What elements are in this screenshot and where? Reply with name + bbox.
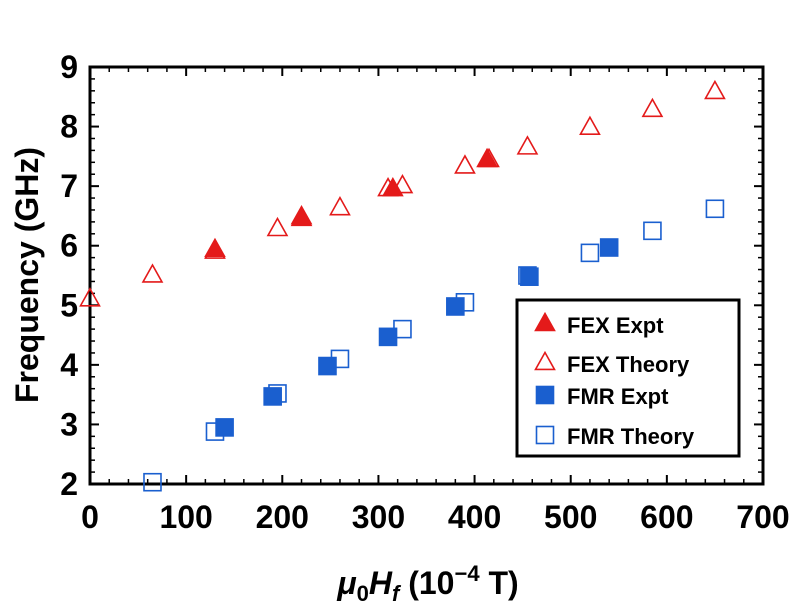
fex-theory-point: [454, 154, 476, 174]
fex-expt-point: [476, 147, 498, 168]
x-tick-label: 500: [544, 499, 597, 535]
y-tick-label: 7: [60, 168, 78, 204]
fex-expt-point: [381, 176, 404, 197]
fex-theory-point: [79, 287, 101, 307]
fex-theory-point: [266, 216, 289, 237]
fex-expt-point: [204, 237, 226, 258]
legend: FEX Expt FEX Theory FMR Expt FMR Theory: [515, 298, 741, 458]
fmr-expt-point: [446, 297, 465, 316]
fmr-expt-point: [378, 327, 398, 347]
fex-theory-point: [704, 79, 726, 100]
fex-theory-point: [641, 97, 664, 118]
fmr-theory-point: [580, 243, 600, 263]
x-tick-label: 100: [159, 499, 212, 535]
plot-frame: [88, 65, 765, 486]
x-tick-label: 700: [736, 499, 789, 535]
minor-ticks: [90, 67, 763, 484]
fmr-expt-point: [263, 387, 282, 406]
y-tick-label: 2: [60, 466, 78, 502]
fmr-theory-point: [143, 472, 162, 492]
fmr-theory-point: [643, 221, 662, 241]
x-axis-ticks: 0 100 200 300 400 500 600 700: [81, 67, 790, 535]
y-tick-label: 4: [60, 347, 78, 383]
legend-label-fmr-theory: FMR Theory: [567, 424, 695, 449]
x-label-paren-close: T): [480, 565, 519, 601]
legend-label-fex-expt: FEX Expt: [567, 313, 664, 338]
y-tick-label: 6: [60, 228, 78, 264]
x-label-exponent: −4: [454, 561, 480, 586]
fmr-expt-point: [520, 267, 539, 286]
legend-label-fmr-expt: FMR Expt: [567, 384, 669, 409]
fmr-expt-point: [599, 238, 619, 257]
x-tick-label: 300: [352, 499, 405, 535]
x-axis-label: μ0Hf (10−4 T): [336, 561, 518, 604]
y-tick-label: 9: [60, 49, 78, 85]
legend-marker-fmr-expt: [535, 385, 555, 405]
legend-marker-fex-expt: [534, 311, 556, 332]
fex-expt-point: [290, 206, 313, 227]
y-tick-label: 5: [60, 287, 78, 323]
y-tick-label: 8: [60, 109, 78, 145]
fmr-theory-point: [705, 199, 725, 219]
x-tick-label: 0: [81, 499, 99, 535]
y-axis-ticks: 2 3 4 5 6 7 8 9: [60, 49, 763, 502]
fex-theory-point: [391, 173, 414, 194]
fmr-expt-point: [215, 418, 234, 437]
x-label-zero: 0: [357, 581, 369, 604]
legend-label-fex-theory: FEX Theory: [567, 352, 690, 377]
x-tick-label: 200: [256, 499, 309, 535]
x-tick-label: 600: [640, 499, 693, 535]
y-axis-label: Frequency (GHz): [9, 147, 45, 403]
y-tick-label: 3: [60, 406, 78, 442]
x-label-h: H: [369, 565, 393, 601]
fmr-expt-point: [318, 356, 337, 376]
fex-theory-point: [579, 115, 601, 136]
x-label-f: f: [392, 581, 402, 604]
fex-theory-point: [141, 263, 164, 283]
legend-marker-fmr-theory: [535, 425, 555, 445]
x-tick-label: 400: [448, 499, 501, 535]
legend-box: [515, 298, 741, 458]
x-label-paren-open: (10: [399, 565, 454, 601]
fex-theory-point: [516, 135, 539, 155]
x-label-mu: μ: [336, 565, 356, 601]
fex-theory-point: [329, 196, 351, 216]
data-markers: [79, 79, 726, 492]
legend-marker-fex-theory: [534, 350, 556, 371]
